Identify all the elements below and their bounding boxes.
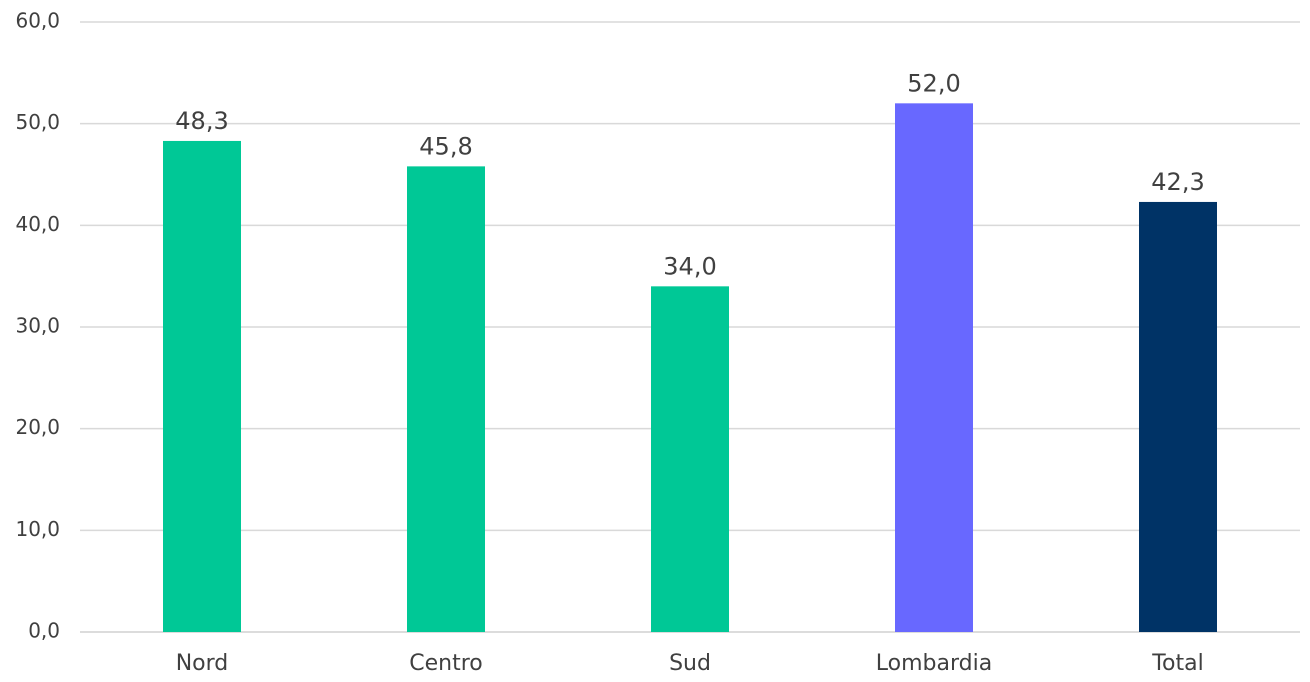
x-tick-label: Nord: [176, 651, 229, 676]
x-axis: Nord Centro Sud Lombardia Total: [176, 651, 1204, 676]
x-tick-label: Sud: [669, 651, 711, 676]
y-tick-label: 20,0: [15, 415, 60, 439]
y-axis: 0,0 10,0 20,0 30,0 40,0 50,0 60,0: [15, 9, 60, 643]
data-label: 45,8: [419, 132, 472, 160]
data-label: 48,3: [175, 107, 228, 135]
bar-lombardia: [895, 103, 973, 633]
y-tick-label: 60,0: [15, 9, 60, 33]
data-label: 42,3: [1151, 168, 1204, 196]
x-tick-label: Lombardia: [876, 651, 992, 676]
y-tick-label: 10,0: [15, 517, 60, 541]
y-tick-label: 40,0: [15, 212, 60, 236]
bar-total: [1139, 201, 1217, 632]
bar-centro: [407, 166, 485, 632]
bars: [163, 103, 1217, 633]
bar-sud: [651, 286, 729, 632]
x-tick-label: Total: [1151, 651, 1203, 676]
y-tick-label: 30,0: [15, 314, 60, 338]
data-label: 34,0: [663, 252, 716, 280]
x-tick-label: Centro: [409, 651, 483, 676]
data-labels: 48,3 45,8 34,0 52,0 42,3: [175, 69, 1204, 280]
y-tick-label: 50,0: [15, 110, 60, 134]
data-label: 52,0: [907, 69, 960, 97]
y-tick-label: 0,0: [28, 619, 60, 643]
bar-nord: [163, 140, 241, 632]
